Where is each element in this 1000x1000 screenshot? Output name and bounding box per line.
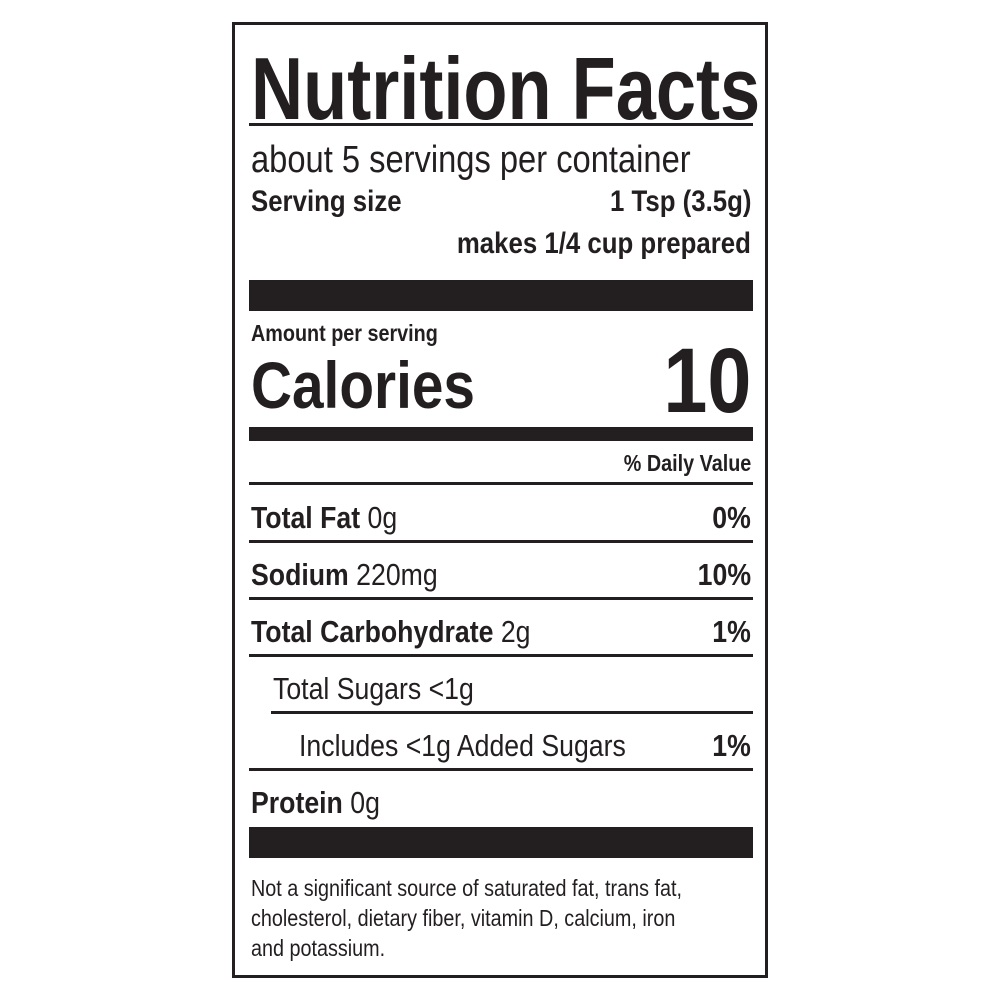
calories-value: 10 [662,330,751,432]
nutrient-total-sugars: Total Sugars <1g [273,671,474,706]
thick-divider [249,827,753,858]
dv-total-carbohydrate: 1% [712,614,751,649]
nutrient-added-sugars: Includes <1g Added Sugars [299,728,626,763]
divider [271,711,753,714]
divider [249,123,753,126]
divider [249,597,753,600]
amount-per-serving: Amount per serving [251,320,438,346]
divider [249,654,753,657]
nutrient-protein: Protein 0g [251,785,380,820]
medium-divider [249,427,753,441]
divider [249,768,753,771]
serving-size-note: makes 1/4 cup prepared [457,227,751,260]
footnote-line-3: and potassium. [251,935,386,961]
nutrient-total-carbohydrate: Total Carbohydrate 2g [251,614,531,649]
footnote-line-2: cholesterol, dietary fiber, vitamin D, c… [251,905,676,931]
serving-size-value: 1 Tsp (3.5g) [609,185,751,218]
label-title: Nutrition Facts [251,39,761,138]
footnote-line-1: Not a significant source of saturated fa… [251,875,682,901]
nutrient-sodium: Sodium 220mg [251,557,438,592]
dv-sodium: 10% [697,557,751,592]
calories-label: Calories [251,348,476,422]
servings-per-container: about 5 servings per container [251,139,691,181]
dv-added-sugars: 1% [712,728,751,763]
divider [249,540,753,543]
daily-value-header: % Daily Value [623,450,751,476]
nutrient-total-fat: Total Fat 0g [251,500,398,535]
thick-divider [249,280,753,311]
dv-total-fat: 0% [712,500,751,535]
divider [249,482,753,485]
nutrition-facts-label: Nutrition Facts about 5 servings per con… [232,22,768,978]
serving-size-label: Serving size [251,185,402,218]
